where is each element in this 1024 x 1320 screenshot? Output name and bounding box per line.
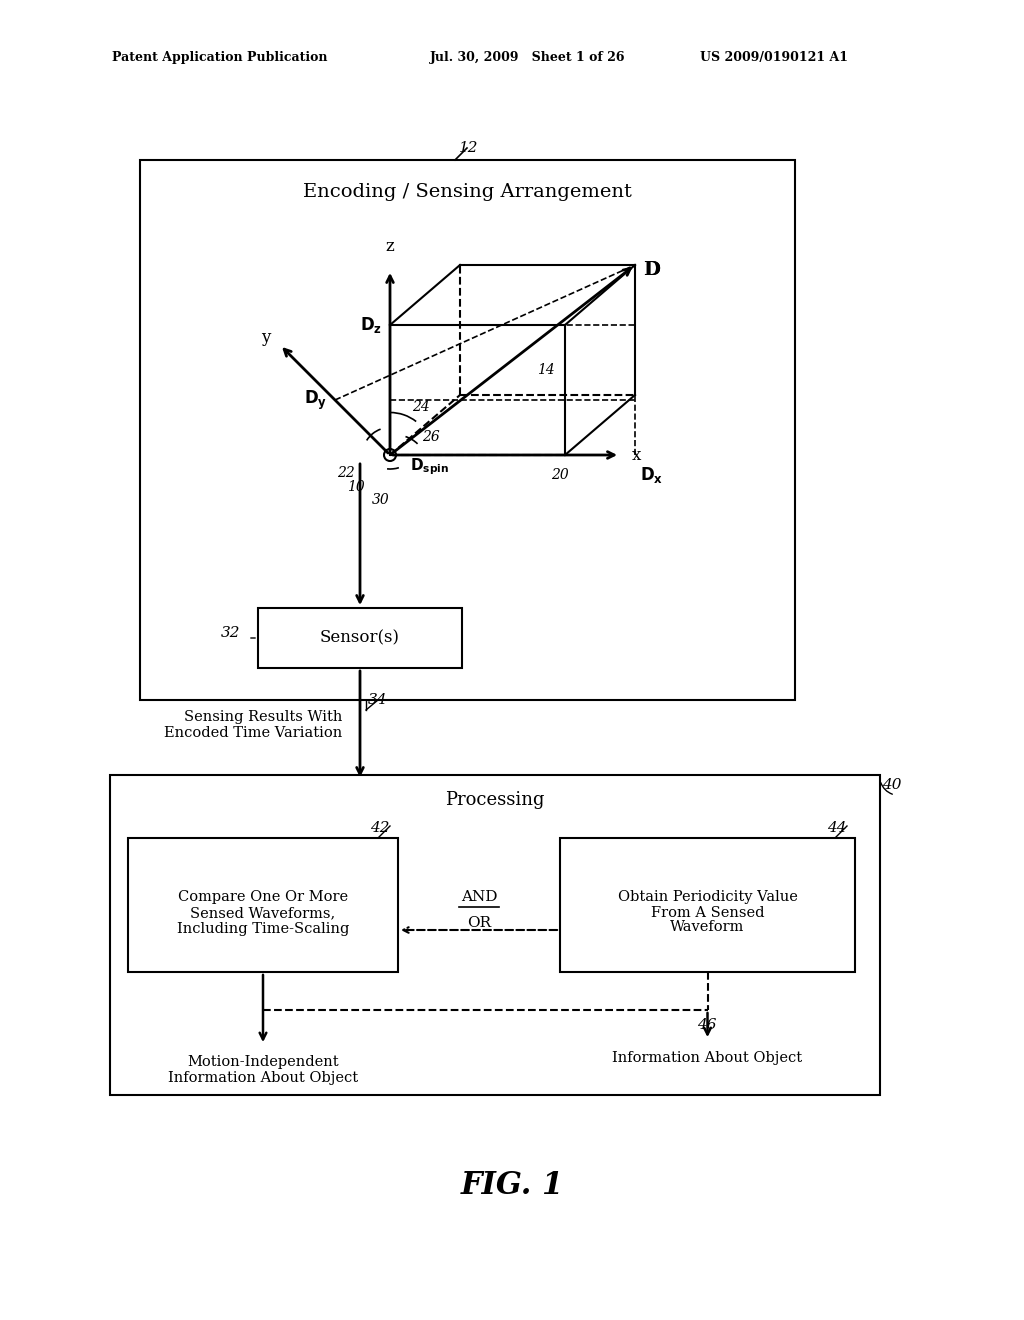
Text: y: y (261, 329, 270, 346)
Text: Sensed Waveforms,: Sensed Waveforms, (190, 906, 336, 920)
Text: 26: 26 (422, 430, 439, 444)
Text: Information About Object: Information About Object (168, 1071, 358, 1085)
Text: Sensing Results With: Sensing Results With (183, 710, 342, 723)
Text: From A Sensed: From A Sensed (650, 906, 764, 920)
Text: Compare One Or More: Compare One Or More (178, 890, 348, 904)
Text: $\mathbf{D_x}$: $\mathbf{D_x}$ (640, 465, 664, 484)
Text: z: z (386, 238, 394, 255)
Text: OR: OR (467, 916, 492, 931)
Bar (258, 609, 462, 668)
Bar (128, 838, 398, 972)
Text: Processing: Processing (445, 791, 545, 809)
Text: 42: 42 (371, 821, 390, 836)
Text: 44: 44 (827, 821, 847, 836)
Text: Patent Application Publication: Patent Application Publication (112, 51, 328, 65)
Text: Motion-Independent: Motion-Independent (187, 1055, 339, 1069)
Text: 30: 30 (372, 492, 390, 507)
Text: D: D (643, 261, 660, 279)
Text: D: D (643, 261, 660, 279)
Text: $\mathbf{D_y}$: $\mathbf{D_y}$ (304, 388, 327, 412)
Text: 12: 12 (459, 141, 478, 154)
Text: 20: 20 (551, 469, 569, 482)
Text: x: x (632, 446, 641, 463)
Text: 24: 24 (412, 400, 430, 414)
Text: 14: 14 (537, 363, 555, 378)
Text: Encoding / Sensing Arrangement: Encoding / Sensing Arrangement (302, 183, 632, 201)
Bar (140, 160, 795, 700)
Text: $\mathbf{D_z}$: $\mathbf{D_z}$ (359, 315, 382, 335)
Text: FIG. 1: FIG. 1 (461, 1170, 563, 1200)
Text: 32: 32 (220, 626, 240, 640)
Text: US 2009/0190121 A1: US 2009/0190121 A1 (700, 51, 848, 65)
Text: Information About Object: Information About Object (612, 1051, 803, 1065)
Text: 46: 46 (697, 1018, 717, 1032)
Text: Sensor(s): Sensor(s) (319, 630, 400, 647)
Text: Obtain Periodicity Value: Obtain Periodicity Value (617, 890, 798, 904)
Text: 10: 10 (347, 480, 365, 494)
Text: Jul. 30, 2009   Sheet 1 of 26: Jul. 30, 2009 Sheet 1 of 26 (430, 51, 626, 65)
Bar (110, 775, 880, 1096)
Text: 40: 40 (882, 777, 901, 792)
Text: 22: 22 (337, 466, 355, 480)
Text: 34: 34 (368, 693, 387, 708)
Text: Including Time-Scaling: Including Time-Scaling (177, 921, 349, 936)
Text: Encoded Time Variation: Encoded Time Variation (164, 726, 342, 741)
Bar (560, 838, 855, 972)
Text: Waveform: Waveform (671, 920, 744, 935)
Text: $\mathbf{D_{spin}}$: $\mathbf{D_{spin}}$ (410, 457, 450, 478)
Text: AND: AND (461, 890, 498, 904)
